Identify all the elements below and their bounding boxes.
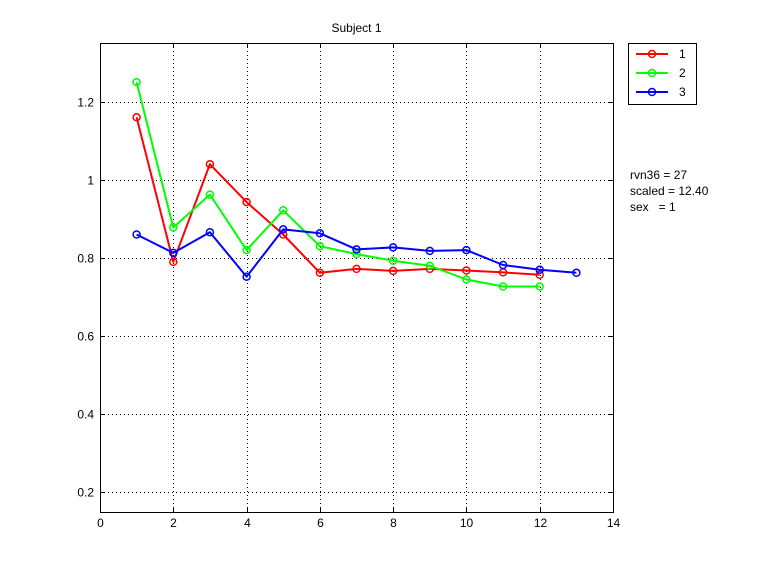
plot-area <box>100 43 613 512</box>
y-tick-label: 0.6 <box>77 330 94 344</box>
y-tick-label: 0.4 <box>77 408 94 422</box>
series-2 <box>132 77 544 291</box>
data-point <box>169 223 178 232</box>
annotation-text: scaled = 12.40 <box>630 184 709 198</box>
x-tick-label: 14 <box>607 516 621 530</box>
annotation-text: rvn36 = 27 <box>630 168 687 182</box>
data-point <box>169 257 178 267</box>
data-point <box>278 225 288 234</box>
y-tick-label: 1.2 <box>77 96 94 110</box>
data-point <box>535 265 544 274</box>
data-point <box>132 77 141 87</box>
data-point <box>535 270 544 280</box>
x-tick-label: 6 <box>317 516 324 530</box>
data-point <box>498 260 508 270</box>
annotation-text: sex = 1 <box>630 200 676 214</box>
data-point <box>278 206 288 215</box>
data-point <box>535 282 544 291</box>
data-point <box>315 229 325 238</box>
series-layer <box>132 77 581 291</box>
data-point <box>352 264 361 274</box>
legend-label-1: 1 <box>679 47 686 61</box>
data-point <box>242 272 251 281</box>
data-point <box>388 243 398 252</box>
series-3 <box>132 225 581 281</box>
data-point <box>242 245 251 255</box>
data-point <box>498 282 508 291</box>
data-point <box>205 227 215 237</box>
grid-lines <box>100 43 613 512</box>
legend-marker-2 <box>647 68 657 78</box>
data-point <box>242 197 251 207</box>
annotations: rvn36 = 27 scaled = 12.40 sex = 1 <box>630 168 709 214</box>
x-tick-label: 0 <box>97 516 104 530</box>
data-point <box>352 245 361 254</box>
y-tick-label: 0.2 <box>77 486 94 500</box>
y-tick-label: 1 <box>87 174 94 188</box>
legend-label-2: 2 <box>679 66 686 80</box>
data-point <box>352 249 361 259</box>
y-tick-label: 0.8 <box>77 252 94 266</box>
x-tick-label: 4 <box>244 516 251 530</box>
legend: 1 2 3 <box>628 43 697 105</box>
data-point <box>425 261 435 271</box>
data-point <box>205 159 215 169</box>
plot-frame <box>100 43 614 513</box>
data-point <box>205 190 215 199</box>
legend-marker-1 <box>647 49 657 59</box>
x-tick-label: 10 <box>460 516 474 530</box>
chart-title: Subject 1 <box>331 21 381 35</box>
data-point <box>315 268 325 278</box>
data-point <box>462 266 471 275</box>
legend-label-3: 3 <box>679 85 686 99</box>
series-line-3 <box>136 228 577 278</box>
axis-ticks: 0 2 4 6 8 10 12 14 0.2 0.4 0.6 0.8 1 1.2 <box>77 43 620 530</box>
x-tick-label: 8 <box>390 516 397 530</box>
series-line-2 <box>135 81 540 288</box>
data-point <box>315 241 325 251</box>
data-point <box>388 256 398 265</box>
data-point <box>132 113 141 122</box>
legend-marker-3 <box>647 87 657 97</box>
data-point <box>462 275 471 284</box>
x-tick-label: 12 <box>534 516 548 530</box>
data-point <box>388 266 398 276</box>
data-point <box>462 245 471 255</box>
x-tick-label: 2 <box>170 516 177 530</box>
data-point <box>132 230 141 239</box>
data-point <box>169 248 178 258</box>
data-point <box>572 268 581 278</box>
series-line-1 <box>135 117 540 276</box>
data-point <box>425 246 435 256</box>
